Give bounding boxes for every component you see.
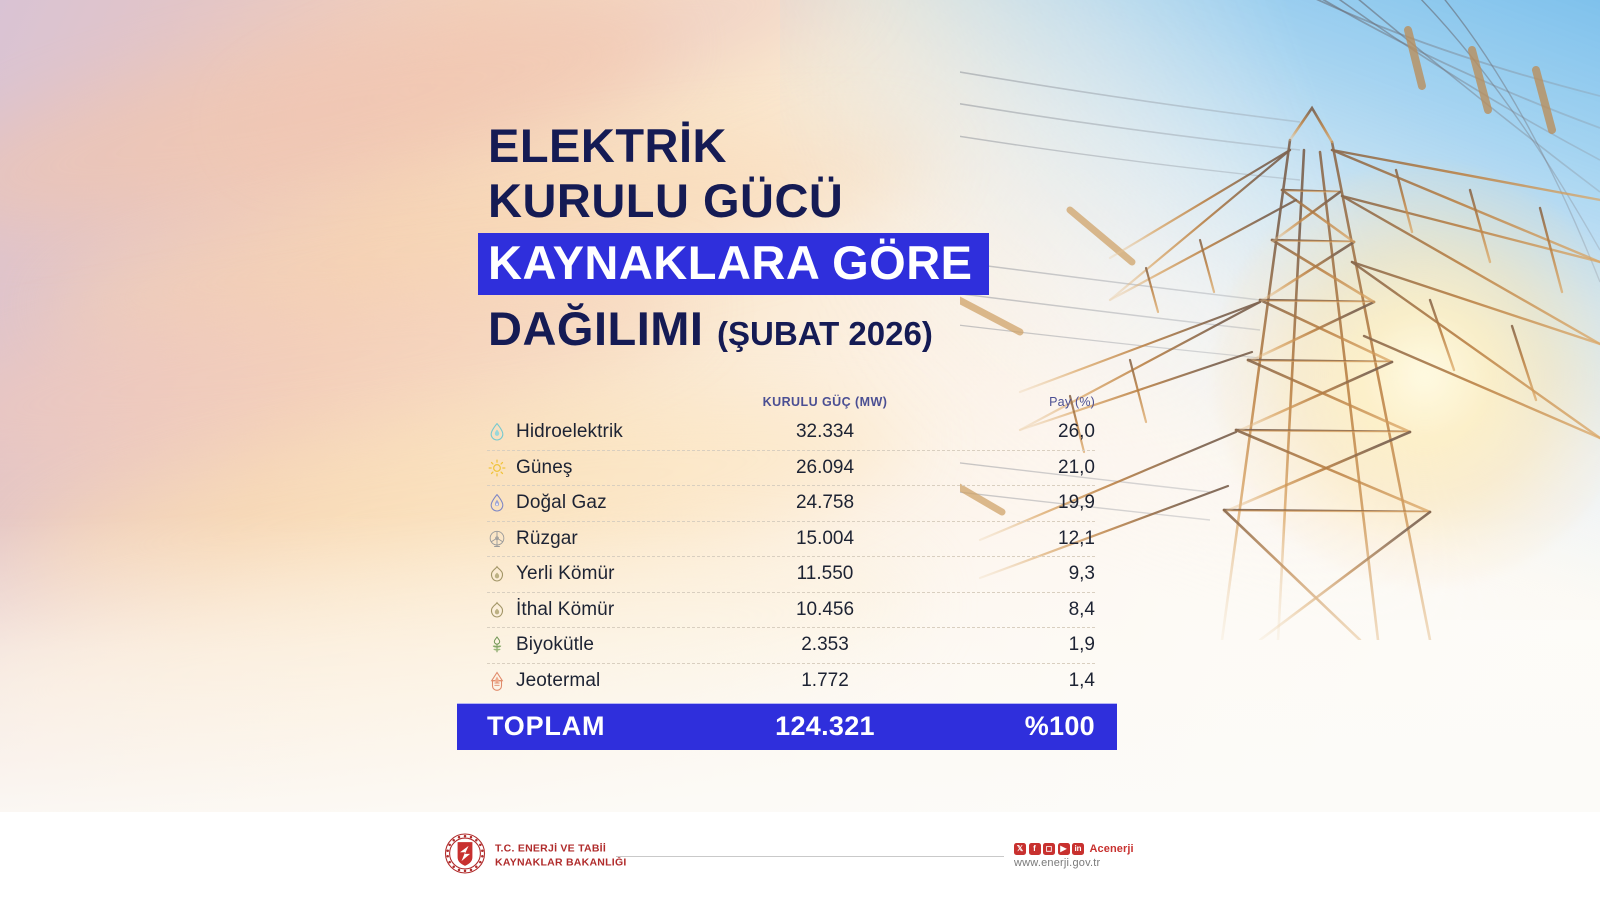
website-url[interactable]: www.enerji.gov.tr [1014, 857, 1101, 869]
row-name-cell: Hidroelektrik [487, 421, 719, 443]
title-line-2: KURULU GÜCÜ [488, 174, 844, 227]
row-name-cell: Biyokütle [487, 634, 719, 656]
table-header-share: Pay (%) [1049, 395, 1095, 409]
water-drop-icon [487, 421, 507, 443]
table-row: Rüzgar 15.004 12,1 [487, 522, 1095, 557]
table-row: İthal Kömür 10.456 8,4 [487, 593, 1095, 628]
row-capacity-cell: 2.353 [801, 634, 849, 656]
title-line-4-text: DAĞILIMI [488, 302, 704, 355]
total-capacity: 124.321 [775, 711, 875, 741]
row-source-label: Rüzgar [516, 527, 578, 549]
row-share-cell: 1,9 [1068, 634, 1095, 656]
biomass-icon [487, 634, 507, 656]
title-line-1: ELEKTRİK [488, 119, 727, 172]
row-name-cell: İthal Kömür [487, 599, 719, 621]
sun-icon [487, 457, 507, 479]
table-header-capacity: KURULU GÜÇ (MW) [762, 395, 888, 409]
row-share-cell: 9,3 [1068, 563, 1095, 585]
table-body: Hidroelektrik 32.334 26,0 Güneş 26.094 21,0 Do… [457, 415, 1117, 699]
footer-divider [616, 856, 1004, 857]
total-row: TOPLAM 124.321 %100 [457, 703, 1117, 750]
linkedin-icon[interactable]: in [1072, 843, 1084, 855]
row-name-cell: Rüzgar [487, 528, 719, 550]
row-source-label: Doğal Gaz [516, 492, 607, 514]
row-share-cell: 26,0 [1058, 421, 1095, 443]
table-row: Biyokütle 2.353 1,9 [487, 628, 1095, 664]
social-block: 𝕏 f ◻ ▶ in Acenerji www.enerji.gov.tr [1014, 843, 1134, 869]
ministry-name-line-2: KAYNAKLAR BAKANLIĞI [495, 856, 627, 868]
row-capacity-cell: 1.772 [801, 670, 849, 692]
table-header-row: KURULU GÜÇ (MW) Pay (%) [457, 395, 1117, 415]
title-period: (ŞUBAT 2026) [717, 315, 933, 352]
table-row: Doğal Gaz 24.758 19,9 [487, 486, 1095, 522]
row-share-cell: 19,9 [1058, 492, 1095, 514]
ministry-logo-block: T.C. ENERJİ VE TABİİ KAYNAKLAR BAKANLIĞI [444, 833, 627, 880]
row-name-cell: Doğal Gaz [487, 492, 719, 514]
row-capacity-cell: 24.758 [795, 492, 855, 514]
row-source-label: Biyokütle [516, 634, 594, 656]
footer-bar: T.C. ENERJİ VE TABİİ KAYNAKLAR BAKANLIĞI… [0, 812, 1600, 900]
table-row: Güneş 26.094 21,0 [487, 451, 1095, 486]
gas-flame-icon [487, 492, 507, 514]
row-capacity-cell: 26.094 [795, 456, 855, 478]
row-share-cell: 12,1 [1058, 527, 1095, 549]
ministry-name-line-1: T.C. ENERJİ VE TABİİ [495, 842, 606, 855]
instagram-icon[interactable]: ◻ [1043, 843, 1055, 855]
row-name-cell: Jeotermal [487, 670, 719, 692]
facebook-icon[interactable]: f [1028, 843, 1041, 855]
page-title: ELEKTRİK KURULU GÜCÜ KAYNAKLARA GÖRE DAĞ… [478, 118, 1128, 361]
table-row: Jeotermal 1.772 1,4 [487, 664, 1095, 700]
horizon-fade-overlay [0, 515, 1600, 815]
title-line-4: DAĞILIMI (ŞUBAT 2026) [488, 301, 1128, 361]
table-row: Yerli Kömür 11.550 9,3 [487, 557, 1095, 593]
social-handle[interactable]: Acenerji [1089, 843, 1134, 855]
row-source-label: Güneş [516, 456, 573, 478]
row-source-label: İthal Kömür [516, 598, 615, 620]
table-row: Hidroelektrik 32.334 26,0 [487, 415, 1095, 451]
row-share-cell: 8,4 [1068, 598, 1095, 620]
row-capacity-cell: 10.456 [795, 598, 855, 620]
row-capacity-cell: 11.550 [796, 563, 854, 585]
coal-icon [487, 599, 507, 621]
row-source-label: Yerli Kömür [516, 563, 615, 585]
row-capacity-cell: 32.334 [795, 421, 855, 443]
row-source-label: Jeotermal [516, 670, 601, 692]
wind-turbine-icon [487, 528, 507, 550]
row-capacity-cell: 15.004 [795, 527, 855, 549]
row-name-cell: Yerli Kömür [487, 563, 719, 585]
ministry-name: T.C. ENERJİ VE TABİİ KAYNAKLAR BAKANLIĞI [495, 843, 627, 870]
x-icon[interactable]: 𝕏 [1014, 843, 1026, 855]
youtube-icon[interactable]: ▶ [1057, 843, 1070, 855]
row-name-cell: Güneş [487, 457, 719, 479]
total-share: %100 [1024, 711, 1095, 741]
title-line-3-highlight: KAYNAKLARA GÖRE [478, 233, 989, 295]
ministry-seal-icon [444, 833, 486, 880]
coal-icon [487, 563, 507, 585]
capacity-table: KURULU GÜÇ (MW) Pay (%) Hidroelektrik 32.… [457, 395, 1117, 750]
row-share-cell: 21,0 [1058, 456, 1095, 478]
row-source-label: Hidroelektrik [516, 421, 623, 443]
total-label: TOPLAM [487, 711, 606, 741]
row-share-cell: 1,4 [1068, 670, 1095, 692]
geothermal-icon [487, 670, 507, 692]
